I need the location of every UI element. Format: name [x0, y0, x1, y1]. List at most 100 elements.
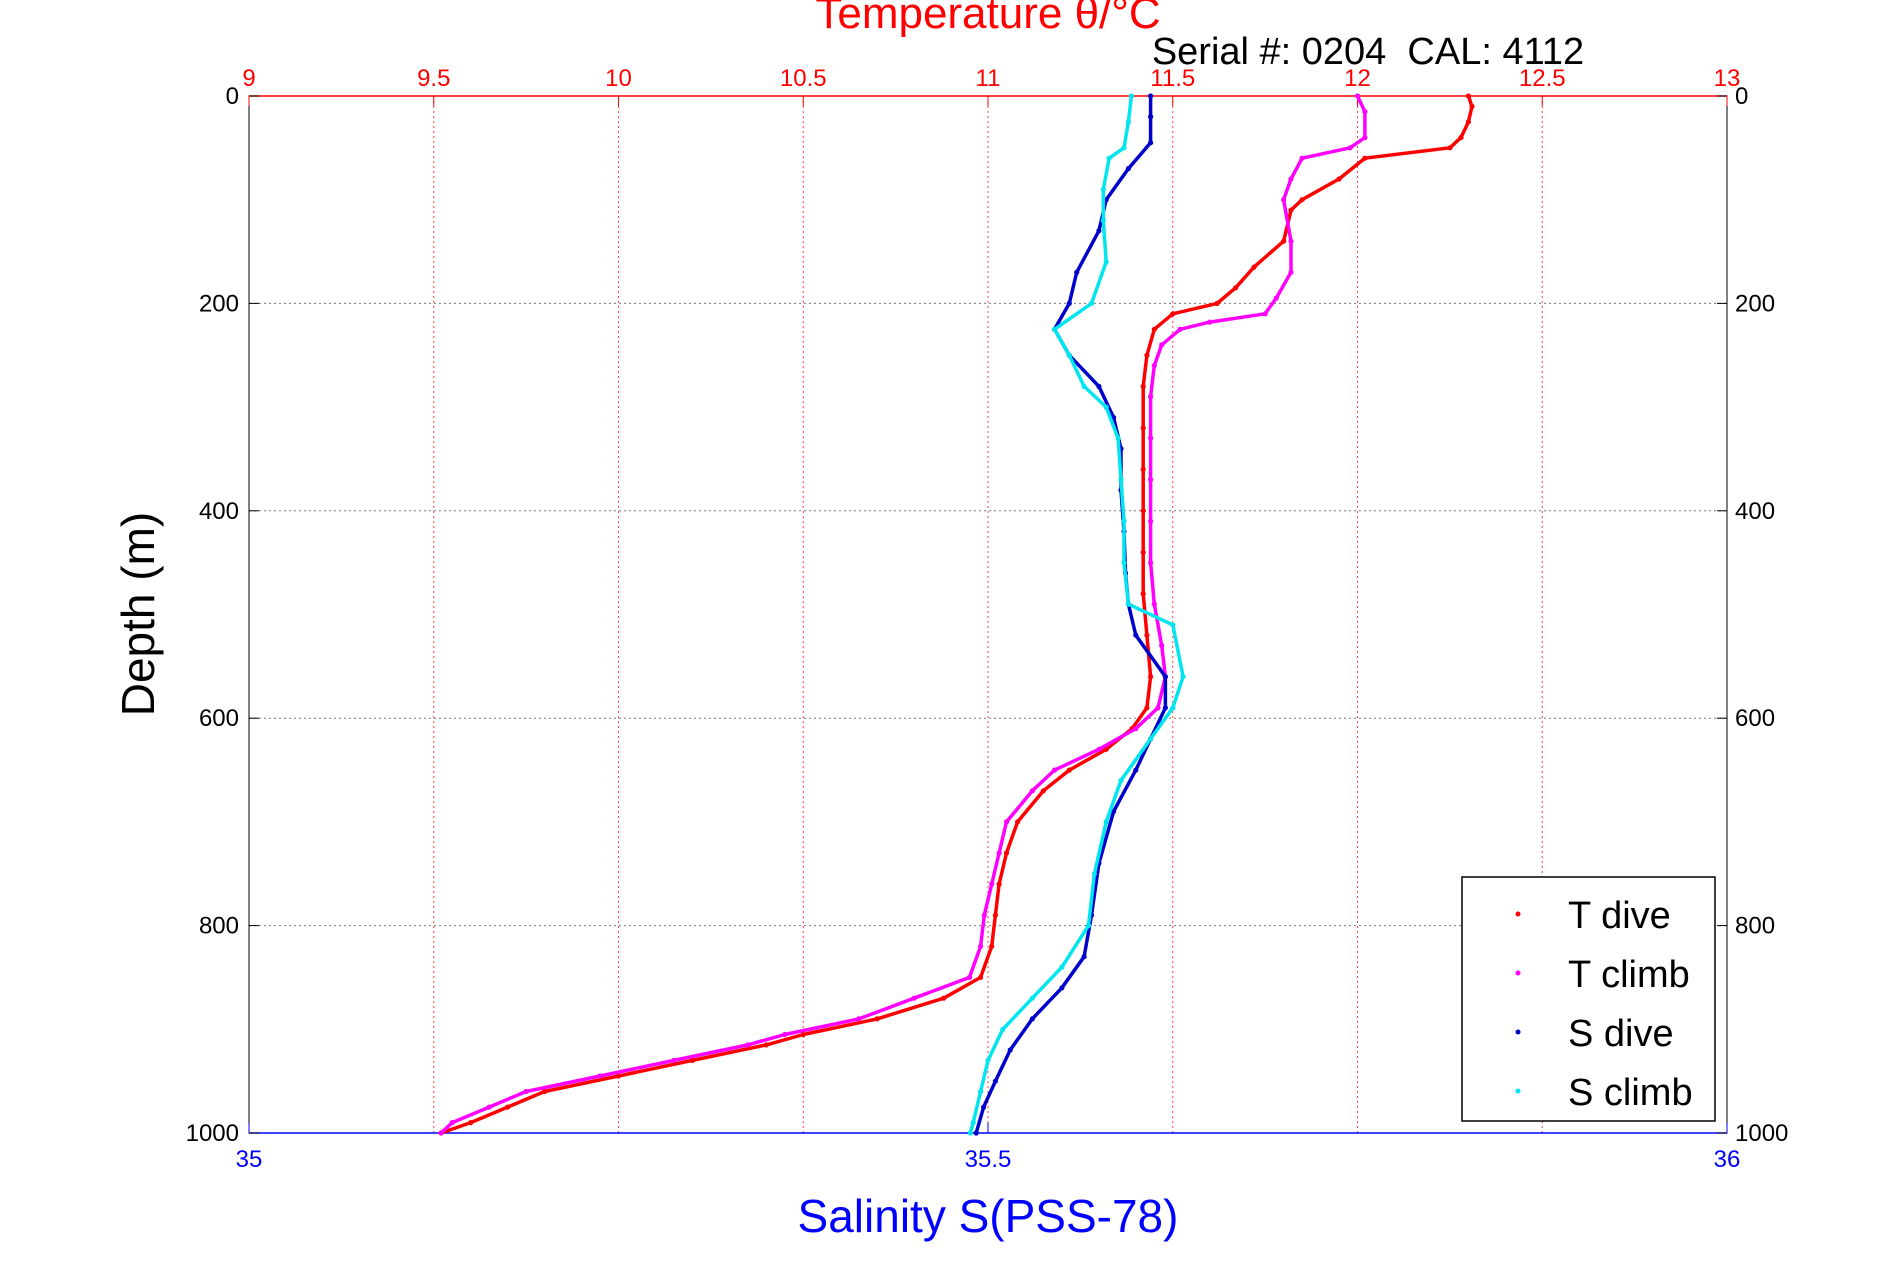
- y-tick-label-right: 400: [1735, 498, 1775, 525]
- series-line: [974, 96, 1168, 1134]
- y-tick-label-right: 800: [1735, 913, 1775, 940]
- data-point: [1281, 197, 1287, 203]
- legend-marker-s-dive: [1515, 1029, 1521, 1035]
- data-point: [1133, 767, 1139, 773]
- data-point: [1085, 923, 1092, 929]
- axis-ticks: 0 0 200 200 400 400 600 600 800 800 1000 1000 9 9.5 10…: [186, 65, 1789, 1173]
- data-series: [438, 93, 1475, 1136]
- data-point: [1151, 601, 1157, 607]
- legend-marker-t-dive: [1515, 911, 1521, 917]
- legend-entry-s-dive: S dive: [1515, 1013, 1674, 1055]
- temperature-tick-label: 10: [605, 65, 632, 92]
- data-point: [782, 1031, 788, 1038]
- y-tick-label-left: 0: [226, 83, 239, 110]
- data-point: [1121, 145, 1127, 151]
- data-point: [763, 1042, 769, 1048]
- data-point: [468, 1120, 474, 1126]
- data-point: [1040, 788, 1046, 794]
- data-point: [1125, 166, 1131, 172]
- data-point: [800, 1031, 806, 1038]
- data-point: [978, 974, 984, 981]
- data-point: [1148, 394, 1154, 400]
- data-point: [1000, 1026, 1006, 1032]
- data-point: [989, 881, 995, 887]
- data-point: [1458, 134, 1464, 141]
- data-point: [1125, 601, 1131, 607]
- data-point: [1288, 176, 1294, 182]
- data-point: [1288, 238, 1294, 244]
- data-point: [1354, 93, 1361, 99]
- data-point: [992, 1078, 999, 1084]
- y-tick-label-left: 400: [199, 498, 239, 525]
- data-point: [1059, 985, 1065, 991]
- legend-box: [1461, 876, 1716, 1122]
- data-point: [1148, 518, 1154, 524]
- salinity-tick-label: 35: [236, 1146, 263, 1173]
- data-point: [1336, 176, 1342, 182]
- temperature-tick-label: 11: [976, 65, 1001, 92]
- data-point: [941, 995, 947, 1001]
- data-point: [1140, 425, 1146, 431]
- data-point: [1214, 300, 1220, 306]
- data-point: [671, 1057, 677, 1063]
- data-point: [1151, 363, 1157, 369]
- series-0: [438, 93, 1475, 1136]
- data-point: [992, 912, 999, 918]
- data-point: [1288, 207, 1294, 213]
- data-point: [856, 1016, 862, 1022]
- data-point: [689, 1057, 696, 1063]
- y-tick-label-left: 800: [199, 913, 239, 940]
- data-point: [970, 1120, 976, 1126]
- data-point: [1159, 643, 1165, 649]
- data-point: [1128, 93, 1134, 99]
- legend-marker-t-climb: [1515, 970, 1521, 976]
- data-point: [1140, 466, 1146, 472]
- data-point: [1121, 560, 1127, 566]
- data-point: [996, 881, 1002, 887]
- data-point: [973, 1130, 979, 1136]
- legend-label-s-dive: S dive: [1568, 1013, 1674, 1055]
- legend-entry-t-climb: T climb: [1515, 954, 1690, 996]
- temperature-tick-label: 12: [1344, 65, 1371, 92]
- data-point: [486, 1104, 492, 1110]
- data-point: [1106, 155, 1112, 161]
- data-point: [1177, 326, 1183, 332]
- data-point: [1125, 119, 1131, 125]
- data-point: [1170, 705, 1176, 711]
- data-point: [449, 1120, 455, 1126]
- data-point: [1347, 145, 1353, 151]
- data-point: [1081, 954, 1087, 960]
- series-line: [440, 95, 1474, 1135]
- data-point: [1465, 119, 1471, 125]
- data-point: [1029, 995, 1035, 1001]
- data-point: [1003, 850, 1010, 856]
- data-point: [1148, 93, 1154, 99]
- data-point: [967, 1130, 973, 1136]
- data-point: [1362, 109, 1368, 115]
- data-point: [505, 1104, 511, 1110]
- data-point: [978, 1088, 984, 1095]
- data-point: [523, 1088, 529, 1095]
- salinity-axis-label: Salinity S(PSS-78): [798, 1190, 1179, 1242]
- data-point: [1148, 560, 1154, 566]
- data-point: [1170, 622, 1176, 628]
- series-line: [439, 95, 1367, 1135]
- data-point: [1148, 736, 1154, 742]
- data-point: [996, 850, 1002, 856]
- data-point: [542, 1088, 548, 1095]
- data-point: [1029, 1016, 1035, 1022]
- data-point: [1096, 746, 1102, 752]
- data-point: [874, 1016, 880, 1022]
- data-point: [978, 943, 984, 949]
- data-point: [1140, 549, 1146, 555]
- data-point: [1148, 477, 1154, 483]
- y-axis-label: Depth (m): [112, 512, 164, 716]
- series-3: [967, 93, 1186, 1136]
- temperature-tick-label: 12.5: [1519, 65, 1566, 92]
- data-point: [1170, 311, 1176, 317]
- legend-label-s-climb: S climb: [1568, 1072, 1693, 1114]
- data-point: [1148, 114, 1154, 120]
- temperature-tick-label: 11.5: [1150, 65, 1195, 92]
- data-point: [1155, 705, 1161, 711]
- data-point: [1362, 134, 1368, 141]
